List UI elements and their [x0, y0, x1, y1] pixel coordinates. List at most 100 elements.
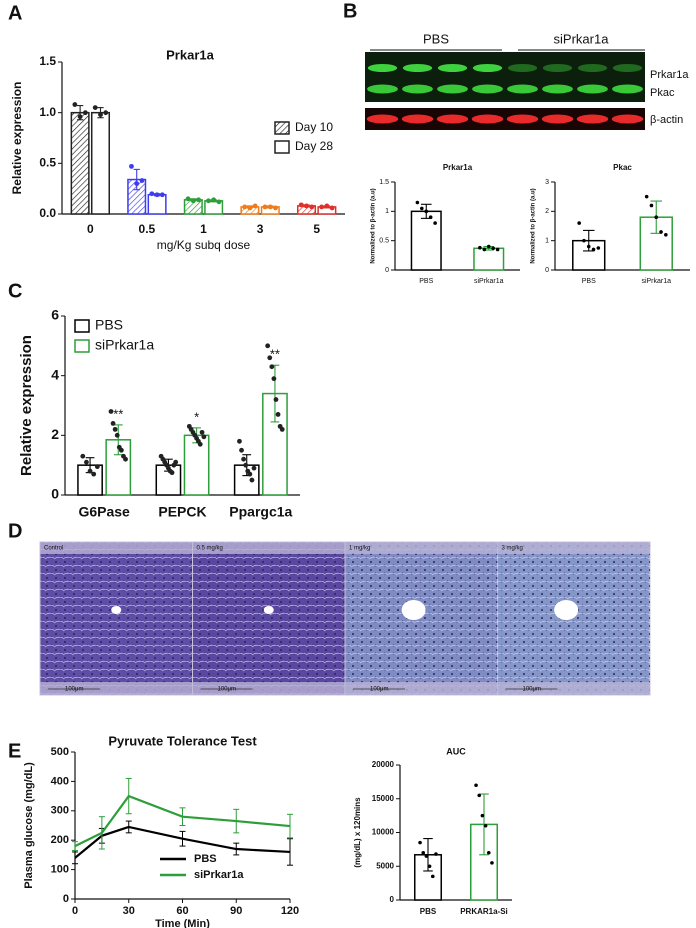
- data-point: [644, 194, 649, 199]
- data-point: [173, 459, 179, 465]
- data-point: [247, 471, 253, 477]
- y-tick-label: 1.5: [39, 54, 56, 68]
- data-point: [490, 861, 494, 865]
- y-tick-label: 0.0: [39, 206, 56, 220]
- data-point: [271, 376, 277, 382]
- data-point: [196, 197, 201, 203]
- data-point: [324, 203, 330, 209]
- data-point: [110, 421, 116, 426]
- data-point: [108, 409, 114, 414]
- blot-band: [576, 114, 609, 124]
- x-tick-label: PBS: [420, 907, 437, 916]
- data-point: [596, 246, 601, 250]
- y-tick-label: 0.5: [379, 238, 389, 245]
- image-label: Control: [44, 546, 63, 552]
- blot-band: [611, 114, 644, 124]
- data-point: [659, 230, 663, 234]
- y-tick-label: 300: [51, 805, 69, 817]
- blot-band: [577, 84, 608, 94]
- image-strip: [497, 682, 650, 695]
- image-strip: [192, 682, 345, 695]
- y-tick-label: 2: [51, 426, 59, 442]
- data-point: [134, 181, 140, 187]
- x-tick-label: 3: [257, 222, 264, 236]
- data-point: [265, 343, 271, 349]
- data-point: [243, 462, 249, 468]
- image-strip: [345, 682, 498, 695]
- blot-band: [367, 84, 398, 94]
- data-point: [664, 233, 668, 237]
- y-tick-label: 10000: [372, 828, 395, 837]
- blot-band: [541, 114, 574, 124]
- data-point: [251, 465, 257, 471]
- data-point: [329, 205, 335, 211]
- x-tick-label: 0: [72, 905, 78, 917]
- vessel: [554, 600, 579, 620]
- significance: **: [113, 406, 123, 421]
- chart-title: Pkac: [613, 163, 632, 172]
- data-point: [91, 471, 97, 477]
- data-point: [267, 204, 273, 210]
- image-strip: [40, 682, 193, 695]
- data-point: [477, 793, 482, 798]
- data-point: [199, 429, 205, 435]
- data-point: [87, 468, 93, 474]
- legend-label: Day 28: [295, 139, 333, 153]
- y-tick-label: 0: [390, 895, 395, 904]
- y-tick-label: 20000: [372, 760, 395, 769]
- data-point: [486, 244, 491, 249]
- data-point: [169, 470, 175, 476]
- data-point: [654, 215, 659, 219]
- data-point: [80, 453, 86, 459]
- data-point: [269, 364, 275, 370]
- scale-label: 100μm: [65, 687, 83, 693]
- band-label: Pkac: [650, 87, 675, 99]
- data-point: [129, 163, 134, 169]
- line: [74, 825, 291, 859]
- blot-band: [612, 84, 643, 94]
- data-point: [98, 112, 103, 118]
- group-label: siPrkar1a: [554, 31, 610, 46]
- legend-swatch: [274, 121, 290, 135]
- data-point: [319, 204, 325, 210]
- legend-label: PBS: [194, 853, 217, 865]
- data-point: [252, 203, 258, 209]
- y-tick-label: 0: [545, 267, 549, 274]
- data-point: [201, 434, 207, 440]
- x-tick-label: 1: [200, 222, 207, 236]
- blot-band: [437, 64, 468, 72]
- x-tick-label: PRKAR1a-Si: [460, 907, 508, 916]
- data-point: [298, 202, 304, 208]
- legend-label: Day 10: [295, 120, 333, 134]
- data-point: [216, 199, 222, 205]
- y-tick-label: 1: [385, 208, 389, 215]
- data-point: [474, 783, 478, 788]
- blot-band: [402, 84, 433, 94]
- line: [74, 794, 291, 848]
- y-tick-label: 2: [545, 208, 549, 215]
- chart-title: Pyruvate Tolerance Test: [108, 733, 257, 748]
- legend-swatch: [74, 339, 90, 353]
- image-strip: [497, 542, 650, 554]
- y-axis-label: (mg/dL) x 120mins: [353, 797, 362, 868]
- data-point: [94, 464, 100, 470]
- histology-texture: [192, 542, 345, 695]
- data-point: [249, 477, 255, 483]
- y-tick-label: 0: [51, 486, 59, 502]
- data-point: [420, 206, 424, 211]
- data-point: [586, 244, 591, 249]
- data-point: [428, 215, 433, 219]
- band-label: Prkar1a: [650, 69, 689, 81]
- bar: [90, 111, 110, 215]
- scale-label: 100μm: [370, 687, 388, 693]
- data-point: [427, 864, 432, 869]
- data-point: [241, 456, 247, 462]
- data-point: [114, 432, 120, 438]
- blot-green: [365, 52, 645, 102]
- data-point: [77, 114, 83, 120]
- y-tick-label: 15000: [372, 794, 395, 803]
- scale-label: 100μm: [523, 687, 541, 693]
- data-point: [424, 854, 429, 858]
- y-tick-label: 1.5: [379, 179, 389, 186]
- y-tick-label: 200: [51, 834, 69, 846]
